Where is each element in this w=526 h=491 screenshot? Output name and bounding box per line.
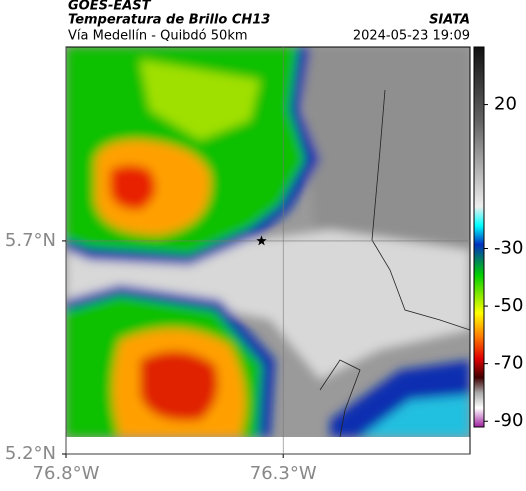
x-tick-label: 76.3°W: [250, 463, 317, 484]
overlay: 76.8°W 76.3°W 5.2°N 5.7°N 20 -30 -50 -70 -90: [5, 47, 523, 484]
credit: SIATA: [429, 13, 470, 28]
subtitle: Vía Medellín - Quibdó 50km: [68, 29, 248, 44]
colorbar-tick-label: -50: [494, 295, 523, 316]
location-marker: [256, 235, 267, 246]
source: GOES-EAST: [68, 0, 152, 14]
title: Temperatura de Brillo CH13: [68, 13, 270, 28]
colorbar-tick-label: -90: [494, 410, 523, 431]
y-tick-label: 5.2°N: [5, 443, 56, 464]
satellite-image: [66, 47, 470, 437]
x-tick-label: 76.8°W: [33, 463, 100, 484]
colorbar: [473, 46, 485, 428]
colorbar-tick-label: -70: [494, 353, 523, 374]
colorbar-tick-label: 20: [494, 94, 517, 115]
colorbar-tick-label: -30: [494, 238, 523, 259]
y-tick-label: 5.7°N: [5, 230, 56, 251]
timestamp: 2024-05-23 19:09: [353, 29, 470, 44]
